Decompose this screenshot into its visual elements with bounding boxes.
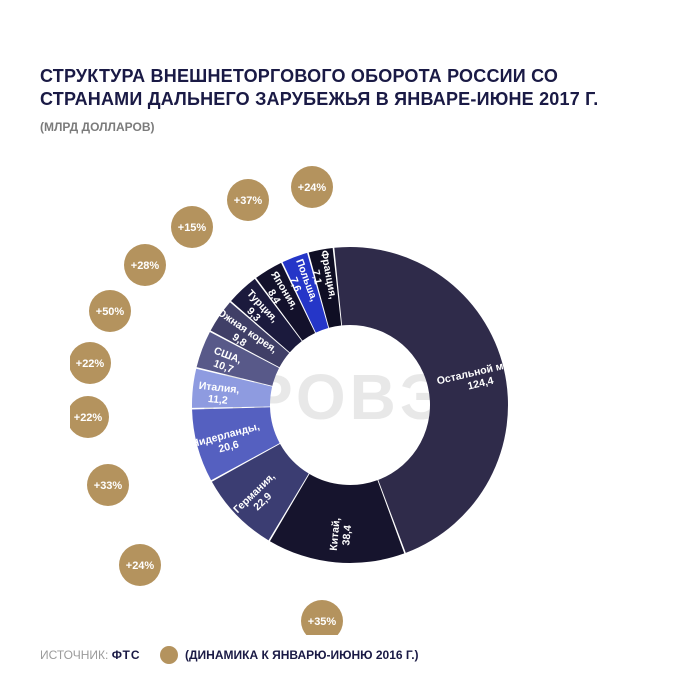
change-bubble-text: +15%	[178, 222, 207, 234]
change-bubble-text: +37%	[234, 195, 263, 207]
change-bubble-text: +33%	[94, 480, 123, 492]
donut-chart: Остальной мир,124,4Китай,38,4+35%Германи…	[70, 145, 630, 635]
legend-text: (ДИНАМИКА К ЯНВАРЮ-ИЮНЮ 2016 Г.)	[185, 648, 419, 662]
change-bubble-text: +24%	[126, 560, 155, 572]
change-bubble-text: +22%	[76, 358, 105, 370]
source-line: ИСТОЧНИК: ФТС	[40, 648, 140, 662]
source-name: ФТС	[112, 648, 141, 662]
legend-dot	[160, 646, 178, 664]
change-bubble-text: +28%	[131, 260, 160, 272]
source-prefix: ИСТОЧНИК:	[40, 648, 112, 662]
svg-text:11,2: 11,2	[207, 393, 228, 407]
chart-title: СТРУКТУРА ВНЕШНЕТОРГОВОГО ОБОРОТА РОССИИ…	[40, 65, 660, 110]
change-bubble-text: +22%	[74, 412, 103, 424]
chart-subtitle: (МЛРД ДОЛЛАРОВ)	[40, 120, 154, 134]
change-bubble-text: +35%	[308, 616, 337, 628]
svg-text:38,4: 38,4	[340, 524, 354, 546]
change-bubble-text: +24%	[298, 182, 327, 194]
change-bubble-text: +50%	[96, 306, 125, 318]
